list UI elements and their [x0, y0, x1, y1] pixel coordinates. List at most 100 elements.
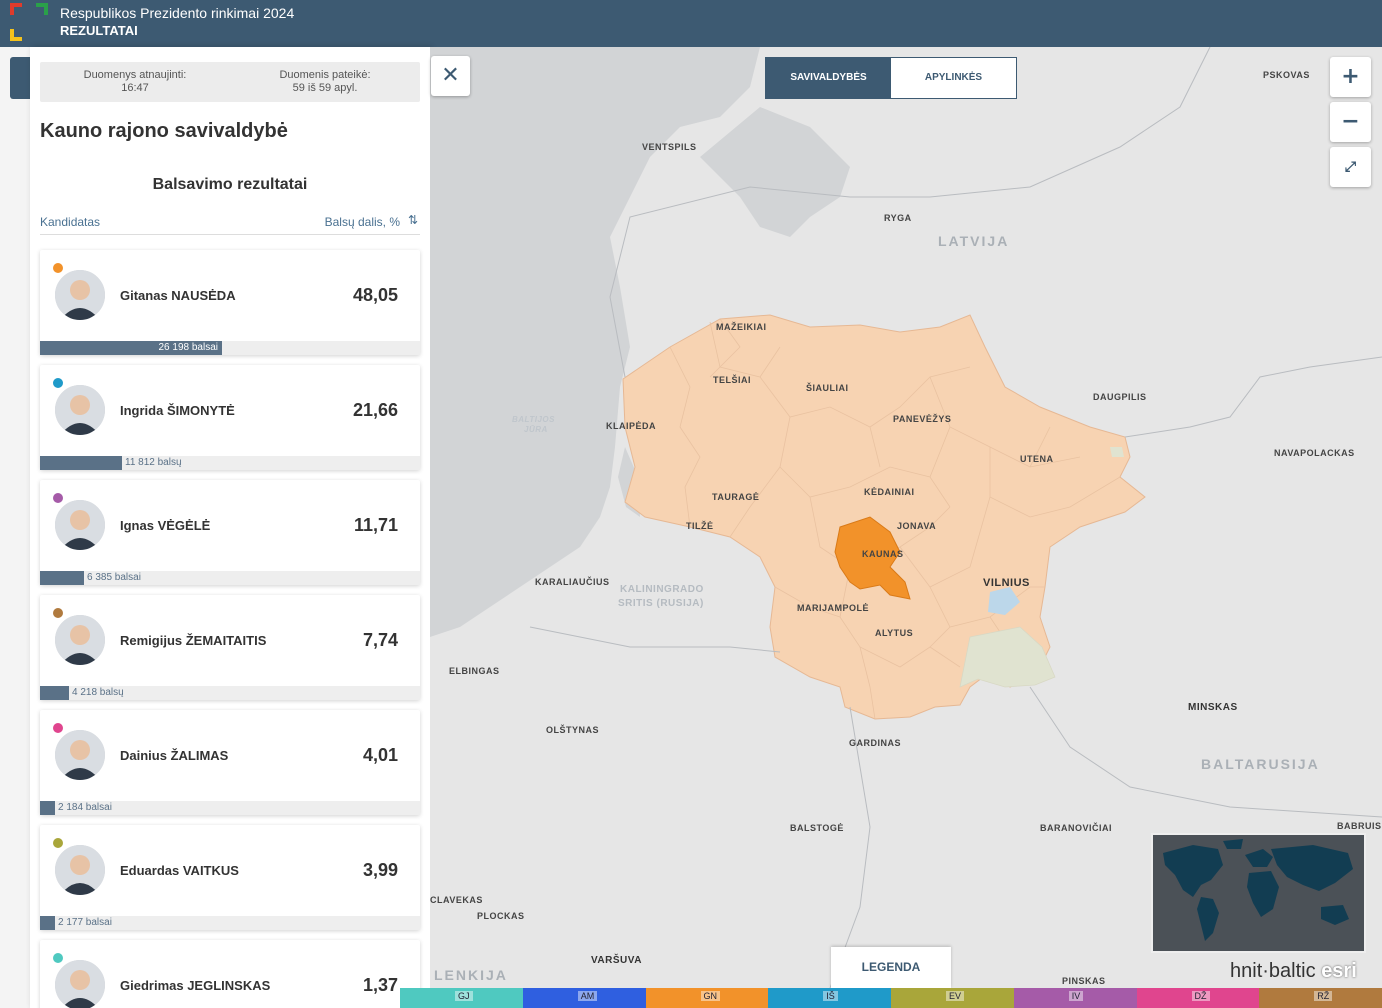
candidate-votes: 2 184 balsai — [58, 802, 112, 813]
label-ventspils: VENTSPILS — [642, 142, 697, 152]
party-color-dot — [53, 608, 63, 618]
party-color-dot — [53, 493, 63, 503]
label-mazeikiai: MAŽEIKIAI — [716, 322, 767, 332]
candidate-avatar — [55, 270, 105, 320]
legend-button[interactable]: LEGENDA — [831, 947, 951, 988]
party-color-dot — [53, 838, 63, 848]
zoom-out-button[interactable]: − — [1330, 102, 1371, 142]
party-color-dot — [53, 378, 63, 388]
label-pskovas: PSKOVAS — [1263, 70, 1310, 80]
candidate-percentage: 21,66 — [352, 400, 398, 420]
label-taurage: TAURAGĖ — [712, 492, 760, 502]
zarasai-area — [1110, 447, 1124, 457]
vote-bar-fill — [40, 571, 84, 585]
party-code: GJ — [455, 991, 473, 1001]
vote-bar-track: 2 184 balsai — [40, 801, 420, 815]
candidate-name: Eduardas VAITKUS — [120, 863, 239, 878]
party-strip-segment: IV — [1013, 988, 1137, 1008]
label-kaliningrado-sritis: SRITIS (RUSIJA) — [618, 598, 704, 609]
label-elbingas: ELBINGAS — [449, 666, 500, 676]
close-icon: ✕ — [441, 63, 460, 88]
share-column-label[interactable]: Balsų dalis, % — [324, 215, 400, 229]
candidate-percentage: 48,05 — [352, 285, 398, 305]
label-kaunas: KAUNAS — [862, 549, 904, 559]
close-panel-button[interactable]: ✕ — [431, 56, 470, 96]
label-jura: JŪRA — [524, 425, 548, 434]
party-code: DŽ — [1191, 991, 1210, 1001]
candidate-card[interactable]: Ignas VĖGĖLĖ 11,71 6 385 balsai — [40, 480, 420, 585]
baltic-sea — [430, 47, 760, 637]
label-balstoge: BALSTOGĖ — [790, 823, 844, 833]
party-code: GN — [700, 991, 720, 1001]
party-color-dot — [53, 953, 63, 963]
label-vloclavekas: CLAVEKAS — [430, 895, 483, 905]
candidate-avatar — [55, 500, 105, 550]
candidate-votes: 2 177 balsai — [58, 917, 112, 928]
candidate-votes: 11 812 balsų — [125, 457, 182, 468]
plus-icon: + — [1341, 64, 1360, 89]
overview-minimap[interactable] — [1151, 833, 1366, 953]
label-navapolackas: NAVAPOLACKAS — [1274, 448, 1355, 458]
label-gardinas: GARDINAS — [849, 738, 902, 748]
results-map[interactable]: VENTSPILS RYGA LATVIJA PSKOVAS MAŽEIKIAI… — [430, 47, 1382, 988]
candidate-card[interactable]: Eduardas VAITKUS 3,99 2 177 balsai — [40, 825, 420, 930]
candidate-card[interactable]: Remigijus ŽEMAITAITIS 7,74 4 218 balsų — [40, 595, 420, 700]
vote-bar-track: 26 198 balsai — [40, 341, 420, 355]
label-marijampole: MARIJAMPOLĖ — [797, 603, 870, 613]
candidate-percentage: 7,74 — [362, 630, 398, 650]
world-minimap — [1163, 839, 1353, 941]
fullscreen-button[interactable]: ⤢ — [1330, 147, 1371, 187]
party-strip-segment: EV — [891, 988, 1014, 1008]
label-siauliai: ŠIAULIAI — [806, 383, 849, 393]
label-baltarusija: BALTARUSIJA — [1201, 756, 1320, 772]
candidate-votes: 26 198 balsai — [158, 342, 219, 353]
map-level-toggle[interactable]: SAVIVALDYBĖS APYLINKĖS — [765, 57, 1017, 99]
candidate-card[interactable]: Ingrida ŠIMONYTĖ 21,66 11 812 balsų — [40, 365, 420, 470]
update-info-box: Duomenys atnaujinti: 16:47 Duomenis pate… — [40, 62, 420, 102]
map-canvas[interactable] — [430, 47, 1382, 988]
vrk-logo — [10, 3, 50, 43]
sort-icon[interactable]: ⇅ — [407, 213, 418, 227]
lithuania-shape — [622, 314, 1146, 720]
label-pinskas: PINSKAS — [1062, 976, 1106, 986]
label-latvija: LATVIJA — [938, 233, 1010, 249]
kauno-rajonas-highlight — [834, 516, 911, 600]
label-jonava: JONAVA — [897, 521, 937, 531]
vote-bar-fill — [40, 341, 222, 355]
vote-bar-fill — [40, 916, 55, 930]
party-strip-segment: AM — [522, 988, 646, 1008]
candidate-percentage: 1,37 — [362, 975, 398, 995]
app-title: Respublikos Prezidento rinkimai 2024 — [60, 5, 295, 21]
party-color-dot — [53, 723, 63, 733]
label-tilze: TILŽĖ — [686, 521, 714, 531]
tab-savivaldybes[interactable]: SAVIVALDYBĖS — [766, 58, 891, 98]
updated-info: Duomenys atnaujinti: 16:47 — [40, 62, 230, 102]
candidate-column-label: Kandidatas — [40, 215, 101, 229]
candidate-name: Ignas VĖGĖLĖ — [120, 518, 211, 533]
label-vilnius: VILNIUS — [983, 577, 1030, 589]
candidate-name: Remigijus ŽEMAITAITIS — [120, 633, 267, 648]
fullscreen-icon: ⤢ — [1344, 159, 1357, 175]
label-varsuva: VARŠUVA — [591, 955, 642, 966]
reported-label: Duomenis pateikė: — [279, 69, 371, 81]
reported-value: 59 iš 59 apyl. — [292, 82, 358, 94]
updated-label: Duomenys atnaujinti: — [83, 69, 187, 81]
candidate-card[interactable]: Gitanas NAUSĖDA 48,05 26 198 balsai — [40, 250, 420, 355]
candidate-percentage: 3,99 — [362, 860, 398, 880]
label-baranoviciai: BARANOVIČIAI — [1040, 823, 1113, 833]
candidate-card[interactable]: Giedrimas JEGLINSKAS 1,37 — [40, 940, 420, 1008]
gulf-of-riga — [700, 107, 850, 237]
minus-icon: − — [1341, 109, 1360, 134]
label-babruiskas: BABRUISK — [1337, 821, 1382, 831]
party-strip-segment: RŽ — [1259, 988, 1382, 1008]
vote-bar-fill — [40, 801, 55, 815]
candidate-votes: 6 385 balsai — [87, 572, 141, 583]
label-karaliaucius: KARALIAUČIUS — [535, 577, 610, 587]
party-color-strip: GJ AM GN IŠ EV IV DŽ RŽ — [400, 988, 1382, 1008]
vilnius-city — [988, 587, 1020, 615]
candidate-card[interactable]: Dainius ŽALIMAS 4,01 2 184 balsai — [40, 710, 420, 815]
zoom-in-button[interactable]: + — [1330, 57, 1371, 97]
updated-value: 16:47 — [121, 82, 149, 94]
tab-apylinkes[interactable]: APYLINKĖS — [924, 72, 983, 83]
results-panel[interactable]: Duomenys atnaujinti: 16:47 Duomenis pate… — [30, 47, 430, 1008]
